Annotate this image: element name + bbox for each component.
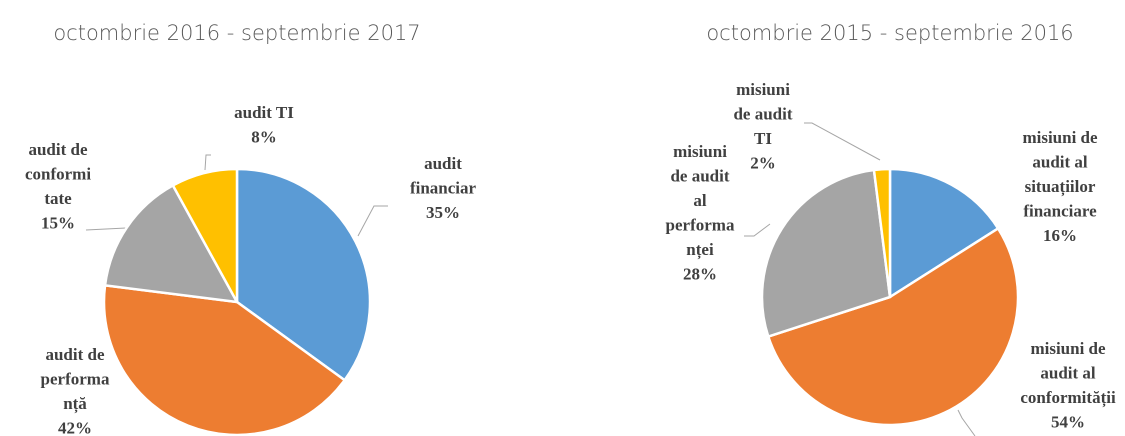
pie-slice [760, 168, 892, 339]
slice-label: misiuni de audit TI [733, 80, 792, 148]
slice-label: audit financiar [410, 154, 477, 198]
value-label: 54% [1051, 413, 1085, 432]
slice-label: misiuni de audit al performa nței [666, 142, 735, 260]
leader-line [357, 205, 388, 237]
slice-label: misiuni de audit al conformității [1020, 339, 1116, 408]
chart-title: octombrie 2015 - septembrie 2016 [706, 21, 1073, 45]
value-label: 8% [251, 128, 277, 147]
pie-slice [171, 167, 239, 303]
slice-label: audit TI [234, 103, 294, 122]
pie-slice [766, 226, 1020, 427]
pie-slice [235, 167, 372, 382]
value-label: 42% [58, 419, 92, 436]
slice-label: audit de performa nță [41, 345, 110, 414]
chart-title: octombrie 2016 - septembrie 2017 [53, 21, 420, 45]
value-label: 15% [41, 214, 75, 233]
pie-slice [872, 167, 892, 298]
slice-label: audit de conformi tate [25, 140, 91, 208]
leader-line [204, 154, 211, 171]
leader-line [804, 122, 881, 161]
leader-line [85, 227, 127, 231]
pie-slice [888, 167, 1000, 300]
leader-line [957, 409, 976, 436]
slice-label: misiuni de audit al situațiilor financiare [1022, 128, 1098, 221]
pie-slice [102, 283, 347, 436]
pie-slice [103, 183, 240, 304]
value-label: 28% [683, 265, 717, 284]
value-label: 35% [426, 203, 460, 222]
leader-line [744, 223, 771, 237]
value-label: 16% [1043, 226, 1077, 245]
value-label: 2% [750, 154, 776, 173]
